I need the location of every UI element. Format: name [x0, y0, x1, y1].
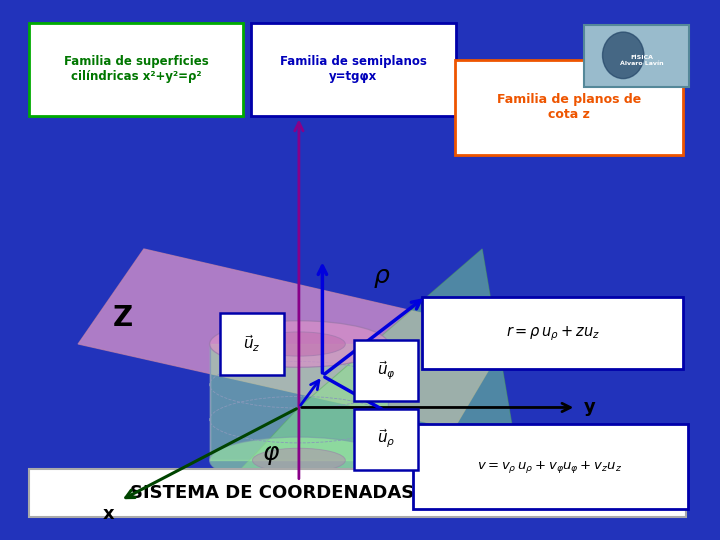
Text: $v = v_{\rho}\,u_{\rho} + v_{\varphi}u_{\varphi} + v_z u_z$: $v = v_{\rho}\,u_{\rho} + v_{\varphi}u_{… — [477, 458, 623, 475]
Text: $\vec{u}_{\rho}$: $\vec{u}_{\rho}$ — [377, 428, 395, 450]
Text: $\rho$: $\rho$ — [373, 266, 390, 291]
Text: $r = \rho\,u_{\rho} + z u_z$: $r = \rho\,u_{\rho} + z u_z$ — [505, 324, 600, 343]
Circle shape — [603, 32, 644, 79]
Ellipse shape — [210, 437, 388, 484]
FancyBboxPatch shape — [220, 313, 284, 375]
Text: $\vec{u}_z$: $\vec{u}_z$ — [243, 334, 261, 354]
FancyBboxPatch shape — [29, 23, 243, 116]
FancyBboxPatch shape — [29, 469, 686, 517]
Text: FÍSICA
Álvaro Lavín: FÍSICA Álvaro Lavín — [620, 55, 664, 66]
Text: y: y — [584, 399, 595, 416]
FancyBboxPatch shape — [354, 340, 418, 401]
Text: Familia de semiplanos
y=tgφx: Familia de semiplanos y=tgφx — [280, 55, 427, 83]
Text: SISTEMA DE COORDENADAS CILÍNDRICAS (1): SISTEMA DE COORDENADAS CILÍNDRICAS (1) — [130, 484, 584, 502]
Text: z: z — [304, 91, 314, 109]
FancyBboxPatch shape — [422, 298, 683, 369]
FancyBboxPatch shape — [584, 25, 689, 87]
Text: x: x — [102, 505, 114, 523]
FancyBboxPatch shape — [354, 409, 418, 470]
Text: Z: Z — [113, 303, 133, 332]
Polygon shape — [210, 249, 520, 503]
FancyBboxPatch shape — [251, 23, 456, 116]
Text: Familia de superficies
cilíndricas x²+y²=ρ²: Familia de superficies cilíndricas x²+y²… — [64, 55, 209, 83]
Text: $\vec{u}_{\varphi}$: $\vec{u}_{\varphi}$ — [377, 359, 396, 382]
Polygon shape — [78, 249, 510, 429]
Ellipse shape — [253, 448, 346, 472]
FancyBboxPatch shape — [455, 59, 683, 155]
Ellipse shape — [210, 321, 388, 367]
Ellipse shape — [253, 332, 346, 356]
Text: $\varphi$: $\varphi$ — [261, 443, 280, 467]
FancyBboxPatch shape — [413, 424, 688, 509]
Text: Familia de planos de
cota z: Familia de planos de cota z — [497, 93, 641, 121]
